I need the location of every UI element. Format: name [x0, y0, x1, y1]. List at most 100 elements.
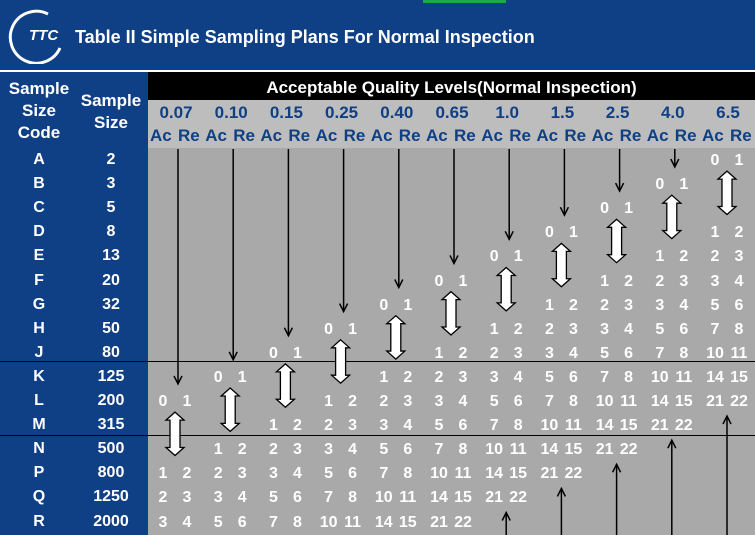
re-value: 2	[624, 272, 634, 290]
ac-value: 1	[379, 368, 389, 386]
ac-value: 7	[379, 465, 389, 483]
ac-label: Ac	[591, 126, 614, 145]
ac-value: 1	[434, 344, 444, 362]
ac-value: 0	[379, 296, 389, 314]
sample-size-code: R	[33, 512, 45, 530]
ac-value: 0	[434, 272, 444, 290]
re-value: 11	[509, 441, 527, 459]
ac-value: 1	[655, 248, 665, 266]
ac-value: 2	[710, 248, 720, 266]
re-value: 6	[403, 441, 413, 459]
ac-value: 2	[655, 272, 665, 290]
ac-value: 10	[540, 417, 559, 435]
re-value: 8	[624, 368, 634, 386]
double-arrow-icon	[550, 242, 573, 288]
col-header-sample-size-code: Sample Size Code	[8, 79, 70, 142]
ac-value: 1	[213, 441, 223, 459]
re-value: 15	[564, 441, 583, 459]
ac-value: 2	[600, 296, 610, 314]
re-value: 8	[348, 489, 358, 507]
re-value: 11	[454, 465, 472, 483]
accent-bar	[423, 0, 506, 3]
re-value: 11	[620, 393, 638, 410]
down-arrow-icon	[173, 375, 183, 386]
sample-size-code: A	[33, 151, 45, 168]
ac-value: 3	[213, 489, 223, 507]
re-value: 3	[568, 320, 578, 338]
ac-value: 2	[158, 489, 168, 507]
ac-value: 1	[544, 296, 554, 314]
sample-size-code: N	[33, 440, 45, 458]
aql-level: 1.5	[550, 103, 575, 122]
re-value: 3	[734, 248, 744, 266]
ac-value: 1	[600, 272, 610, 290]
sample-size-code: P	[33, 464, 45, 482]
ac-value: 5	[379, 441, 389, 459]
sample-size-code: L	[34, 392, 44, 409]
re-value: 6	[237, 513, 247, 531]
down-arrow-icon	[449, 255, 459, 266]
re-label: Re	[398, 126, 421, 145]
double-arrow-icon	[440, 290, 462, 336]
re-value: 1	[679, 176, 689, 194]
ac-value: 7	[710, 320, 720, 338]
down-arrow-icon	[228, 351, 238, 362]
ac-label: Ac	[426, 126, 448, 145]
re-value: 2	[403, 368, 413, 386]
re-value: 6	[734, 296, 744, 314]
re-value: 3	[403, 393, 413, 410]
aql-level: 0.10	[214, 103, 248, 122]
row-divider	[0, 435, 755, 436]
re-value: 15	[398, 513, 417, 531]
re-value: 6	[348, 465, 358, 483]
up-arrow-icon	[722, 414, 732, 425]
sample-size: 200	[97, 392, 125, 409]
re-value: 4	[734, 272, 744, 290]
sample-size-code: Q	[32, 488, 46, 506]
sample-size: 2000	[93, 512, 129, 530]
double-arrow-icon	[605, 218, 628, 264]
sample-size: 3	[106, 175, 116, 193]
ac-value: 0	[158, 393, 168, 410]
aql-level: 4.0	[660, 103, 685, 122]
ac-value: 7	[324, 489, 334, 507]
ac-label: Ac	[150, 126, 172, 145]
ac-label: Ac	[315, 126, 338, 145]
ac-value: 10	[595, 393, 614, 410]
aql-level: 0.40	[380, 103, 414, 122]
re-value: 4	[513, 368, 523, 386]
aql-title: Acceptable Quality Levels(Normal Inspect…	[266, 78, 637, 97]
re-value: 22	[454, 513, 472, 531]
re-value: 8	[679, 344, 689, 362]
double-arrow-icon	[716, 170, 738, 216]
ac-value: 10	[374, 489, 393, 507]
re-value: 2	[348, 393, 358, 410]
sample-size-code: G	[32, 295, 46, 313]
re-value: 3	[292, 441, 302, 459]
ac-value: 3	[710, 272, 720, 290]
re-value: 1	[182, 393, 192, 410]
ac-label: Ac	[702, 126, 724, 145]
aql-level: 6.5	[716, 103, 740, 122]
ac-value: 7	[544, 393, 554, 410]
re-value: 3	[624, 296, 634, 314]
sample-size-code: M	[32, 416, 46, 434]
ac-value: 5	[434, 417, 444, 435]
ac-value: 3	[379, 417, 389, 435]
ac-value: 10	[650, 368, 669, 386]
down-arrow-icon	[338, 303, 349, 314]
col-header-sample-size: Sample Size	[80, 91, 142, 132]
code-column-bg	[0, 72, 148, 535]
sample-size: 315	[97, 416, 125, 434]
up-arrow-icon	[611, 462, 622, 473]
double-arrow-icon	[329, 338, 352, 385]
sample-size-code: H	[33, 319, 45, 337]
ac-value: 5	[213, 513, 223, 531]
down-arrow-icon	[559, 206, 570, 217]
aql-level: 0.65	[435, 103, 469, 122]
re-value: 3	[182, 489, 192, 507]
re-value: 1	[348, 320, 358, 338]
re-value: 15	[674, 393, 693, 410]
table-body-bg	[148, 148, 755, 535]
ac-value: 3	[544, 344, 554, 362]
